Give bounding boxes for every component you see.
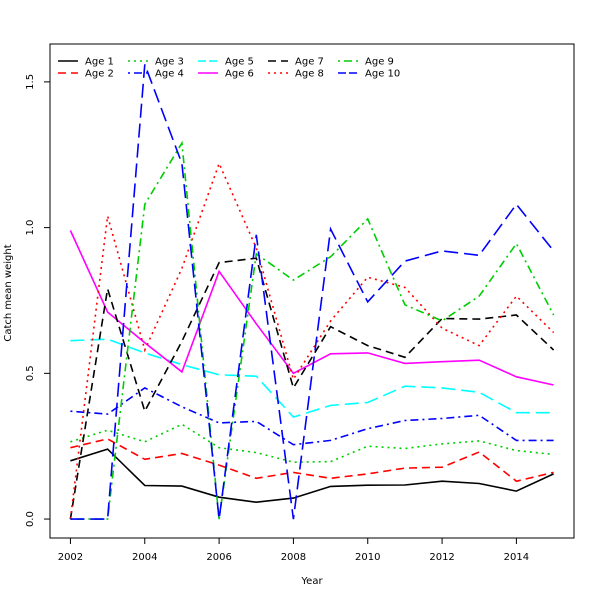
legend-label-age-1: Age 1	[85, 57, 114, 68]
legend-label-age-8: Age 8	[295, 69, 324, 80]
y-tick-label: 0.5	[25, 365, 36, 381]
legend-label-age-3: Age 3	[155, 57, 184, 68]
plot-frame	[49, 43, 575, 539]
x-tick-label: 2008	[281, 552, 306, 563]
series-line-age-9	[70, 140, 555, 520]
legend-label-age-2: Age 2	[85, 69, 114, 80]
legend-label-age-7: Age 7	[295, 57, 324, 68]
x-tick-label: 2002	[58, 552, 83, 563]
legend-label-age-10: Age 10	[365, 69, 400, 80]
series-line-age-1	[70, 448, 554, 504]
x-tick-label: 2012	[429, 552, 454, 563]
x-tick-label: 2010	[355, 552, 380, 563]
y-axis-label: Catch mean weight	[3, 244, 14, 341]
series-line-age-6	[69, 230, 554, 386]
x-tick-label: 2004	[132, 552, 157, 563]
series-line-age-3	[70, 423, 554, 464]
series-line-age-10	[70, 64, 555, 520]
legend-label-age-9: Age 9	[365, 57, 394, 68]
y-tick-label: 1.0	[25, 220, 36, 236]
y-tick-label: 1.5	[25, 74, 36, 90]
axes: 2002 2004 2006 2008 2010 2012 2014 0.0 0.5 1.0 1.5	[25, 43, 575, 563]
y-tick-label: 0.0	[25, 511, 36, 527]
x-tick-label: 2014	[504, 552, 529, 563]
plot-area	[69, 64, 555, 520]
legend-label-age-4: Age 4	[155, 69, 184, 80]
legend-label-age-6: Age 6	[225, 69, 254, 80]
series-line-age-4	[70, 386, 554, 446]
series-line-age-8	[69, 161, 555, 520]
legend-label-age-5: Age 5	[225, 57, 254, 68]
series-line-age-5	[70, 338, 554, 419]
x-axis-label: Year	[300, 576, 323, 587]
series-line-age-2	[70, 438, 554, 483]
x-tick-label: 2006	[206, 552, 231, 563]
series-line-age-7	[69, 257, 555, 520]
